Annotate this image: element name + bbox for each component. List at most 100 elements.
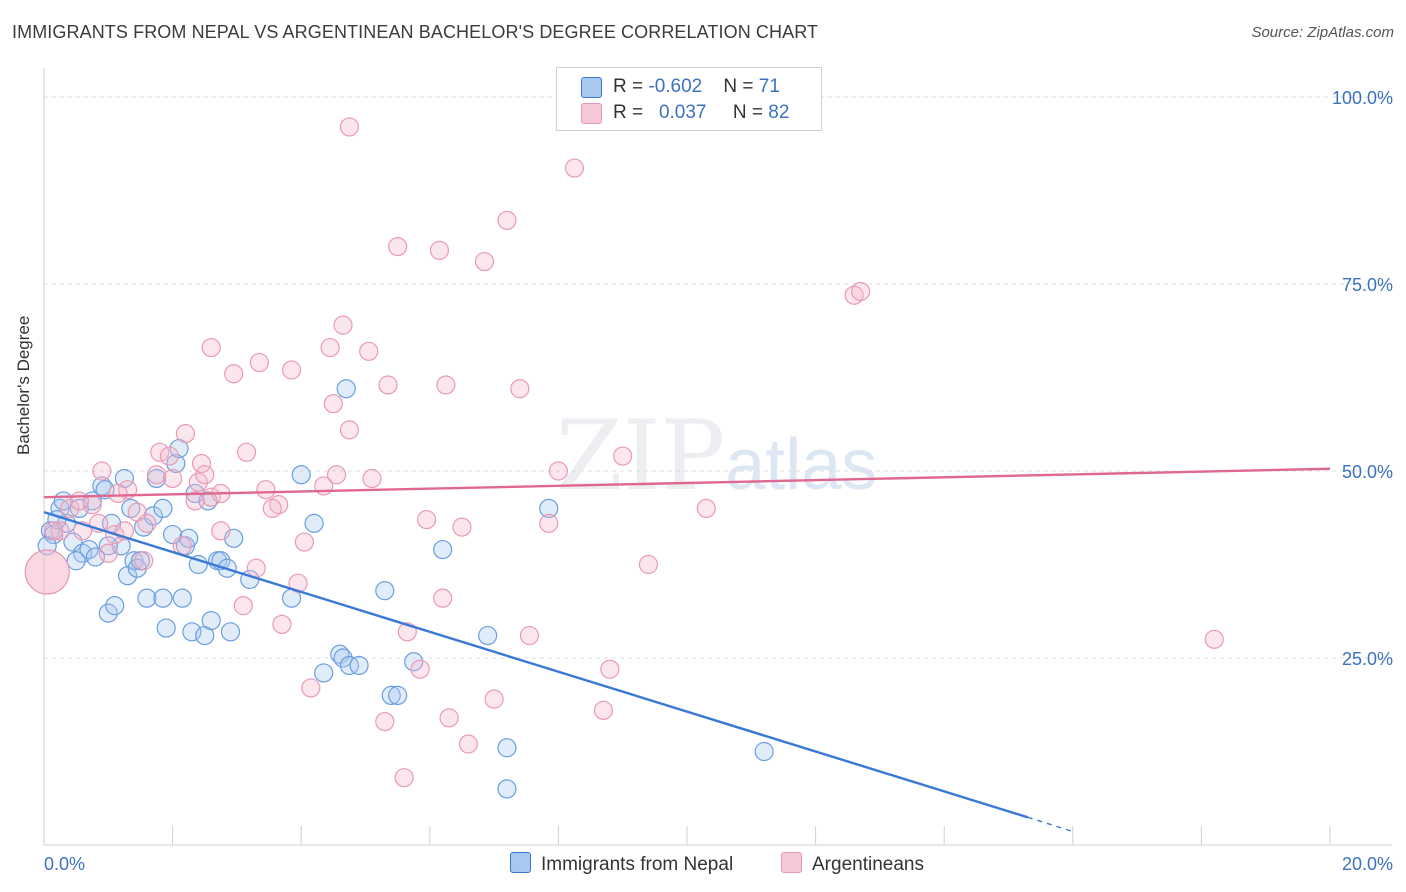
watermark-zip: ZIP xyxy=(556,400,726,512)
watermark: ZIPatlas xyxy=(556,400,877,512)
chart-title: IMMIGRANTS FROM NEPAL VS ARGENTINEAN BAC… xyxy=(12,22,819,42)
bottom-swatch-nepal xyxy=(510,852,531,873)
point-argentineans xyxy=(378,375,398,395)
point-argentineans xyxy=(433,588,453,608)
point-nepal xyxy=(153,498,173,518)
point-argentineans xyxy=(281,360,302,380)
point-nepal xyxy=(497,738,517,758)
point-argentineans xyxy=(696,498,716,518)
point-argentineans xyxy=(359,341,379,361)
point-argentineans xyxy=(201,337,221,358)
point-argentineans xyxy=(233,596,253,616)
point-argentineans xyxy=(613,446,633,466)
tick-labels: 25.0% 50.0% 75.0% 100.0% 0.0% 20.0% xyxy=(44,88,1393,874)
point-argentineans xyxy=(388,237,408,257)
point-argentineans xyxy=(256,480,276,500)
y-tick-label: 100.0% xyxy=(1332,88,1393,108)
point-nepal xyxy=(754,741,774,762)
point-argentineans xyxy=(98,543,118,563)
trend-line-nepal xyxy=(43,510,1029,819)
point-argentineans xyxy=(362,468,382,489)
point-argentineans xyxy=(150,442,170,462)
point-nepal xyxy=(179,528,199,548)
point-argentineans xyxy=(195,465,215,485)
point-argentineans xyxy=(134,551,154,571)
legend-n-label: N = xyxy=(732,102,769,123)
point-nepal xyxy=(156,618,176,638)
point-nepal xyxy=(304,513,324,533)
point-argentineans xyxy=(211,521,231,541)
point-argentineans xyxy=(224,364,244,384)
point-argentineans xyxy=(44,521,64,541)
point-argentineans xyxy=(288,573,308,593)
point-argentineans xyxy=(262,498,282,518)
point-argentineans xyxy=(60,498,80,518)
point-nepal xyxy=(291,465,311,485)
point-argentineans xyxy=(458,734,478,754)
point-argentineans xyxy=(1204,629,1224,649)
point-argentineans xyxy=(497,210,517,231)
point-argentineans xyxy=(510,379,530,399)
point-nepal xyxy=(349,655,369,676)
legend-swatch-argentineans xyxy=(581,103,602,124)
trend-line-nepal-extension xyxy=(1027,816,1074,833)
point-argentineans xyxy=(394,768,414,788)
watermark-atlas: atlas xyxy=(725,425,878,505)
point-argentineans xyxy=(146,465,167,485)
y-axis-label: Bachelor's Degree xyxy=(14,315,33,455)
point-argentineans xyxy=(436,375,456,395)
point-nepal xyxy=(182,622,202,642)
point-argentineans xyxy=(108,483,128,504)
point-nepal xyxy=(143,506,163,526)
point-argentineans xyxy=(539,513,559,533)
point-argentineans xyxy=(339,117,360,137)
point-nepal xyxy=(85,547,106,567)
point-argentineans xyxy=(452,517,472,537)
trend-lines xyxy=(43,467,1331,833)
axes xyxy=(43,68,1392,846)
point-nepal xyxy=(375,581,395,601)
point-argentineans xyxy=(191,453,212,474)
y-tick-label: 50.0% xyxy=(1342,462,1393,482)
point-argentineans xyxy=(175,424,196,444)
correlation-legend: R = -0.602 N = 71 R = 0.037 N = 82 xyxy=(556,67,822,131)
point-nepal xyxy=(336,379,356,399)
point-argentineans xyxy=(410,659,430,679)
point-nepal xyxy=(98,603,118,623)
bottom-legend-nepal: Immigrants from Nepal xyxy=(510,852,733,876)
point-argentineans xyxy=(564,158,585,178)
point-argentineans xyxy=(333,315,353,335)
point-nepal xyxy=(166,453,186,474)
point-nepal xyxy=(539,498,559,518)
bottom-swatch-argentineans xyxy=(781,852,802,873)
point-nepal xyxy=(404,652,424,672)
source-label: Source: ZipAtlas.com xyxy=(1251,24,1394,41)
bottom-legend-argentineans: Argentineans xyxy=(781,852,924,876)
y-tick-label: 75.0% xyxy=(1342,275,1393,295)
point-argentineans xyxy=(246,558,266,578)
point-nepal xyxy=(137,588,157,608)
bottom-legend-label-argentineans: Argentineans xyxy=(812,854,924,875)
point-nepal xyxy=(497,779,517,799)
point-argentineans xyxy=(24,549,70,595)
y-tick-label: 25.0% xyxy=(1342,649,1393,669)
point-nepal xyxy=(172,588,192,608)
point-nepal xyxy=(188,554,208,575)
point-argentineans xyxy=(339,420,360,440)
legend-r-label: R = xyxy=(613,102,649,123)
point-argentineans xyxy=(320,337,340,358)
point-argentineans xyxy=(519,625,540,646)
point-argentineans xyxy=(163,468,183,489)
point-nepal xyxy=(95,480,115,500)
x-tick-label: 0.0% xyxy=(44,854,85,874)
point-argentineans xyxy=(323,394,343,414)
point-argentineans xyxy=(429,240,450,260)
point-argentineans xyxy=(326,465,347,485)
point-argentineans xyxy=(137,513,157,533)
point-argentineans xyxy=(484,689,504,709)
point-nepal xyxy=(433,539,453,560)
point-argentineans xyxy=(301,678,321,698)
point-argentineans xyxy=(50,521,70,541)
point-nepal xyxy=(201,610,221,631)
